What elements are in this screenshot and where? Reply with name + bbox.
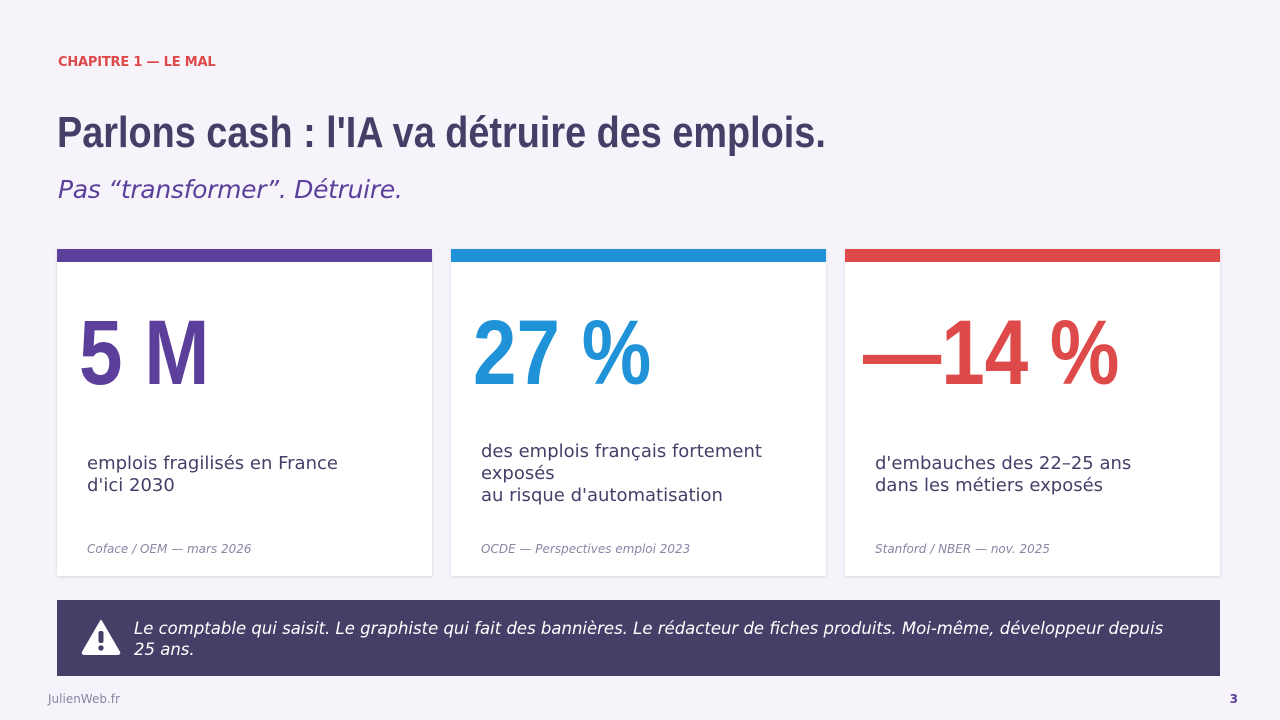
card-accent-bar [451,249,826,262]
stat-card-hiring: —14 % d'embauches des 22–25 ans dans les… [845,249,1220,576]
warning-banner: Le comptable qui saisit. Le graphiste qu… [57,600,1220,676]
stat-card-jobs: 5 M emplois fragilisés en France d'ici 2… [57,249,432,576]
stat-source: Stanford / NBER — nov. 2025 [875,542,1051,556]
stat-description: emplois fragilisés en France d'ici 2030 [87,453,338,496]
card-accent-bar [845,249,1220,262]
page-subtitle: Pas “transformer”. Détruire. [58,175,403,204]
stat-value: 27 % [473,302,652,404]
banner-text: Le comptable qui saisit. Le graphiste qu… [134,619,1164,659]
stat-value: —14 % [863,302,1120,404]
warning-icon [81,619,121,659]
card-accent-bar [57,249,432,262]
footer-site: JulienWeb.fr [48,692,120,706]
page-number: 3 [1229,692,1238,706]
stat-card-exposure: 27 % des emplois français fortement expo… [451,249,826,576]
stat-description: des emplois français fortement exposés a… [481,441,762,506]
stat-value: 5 M [79,302,210,404]
chapter-label: CHAPITRE 1 — LE MAL [58,55,216,70]
stat-source: Coface / OEM — mars 2026 [87,542,252,556]
stat-source: OCDE — Perspectives emploi 2023 [481,542,691,556]
page-title: Parlons cash : l'IA va détruire des empl… [57,108,826,157]
stat-description: d'embauches des 22–25 ans dans les métie… [875,453,1132,496]
